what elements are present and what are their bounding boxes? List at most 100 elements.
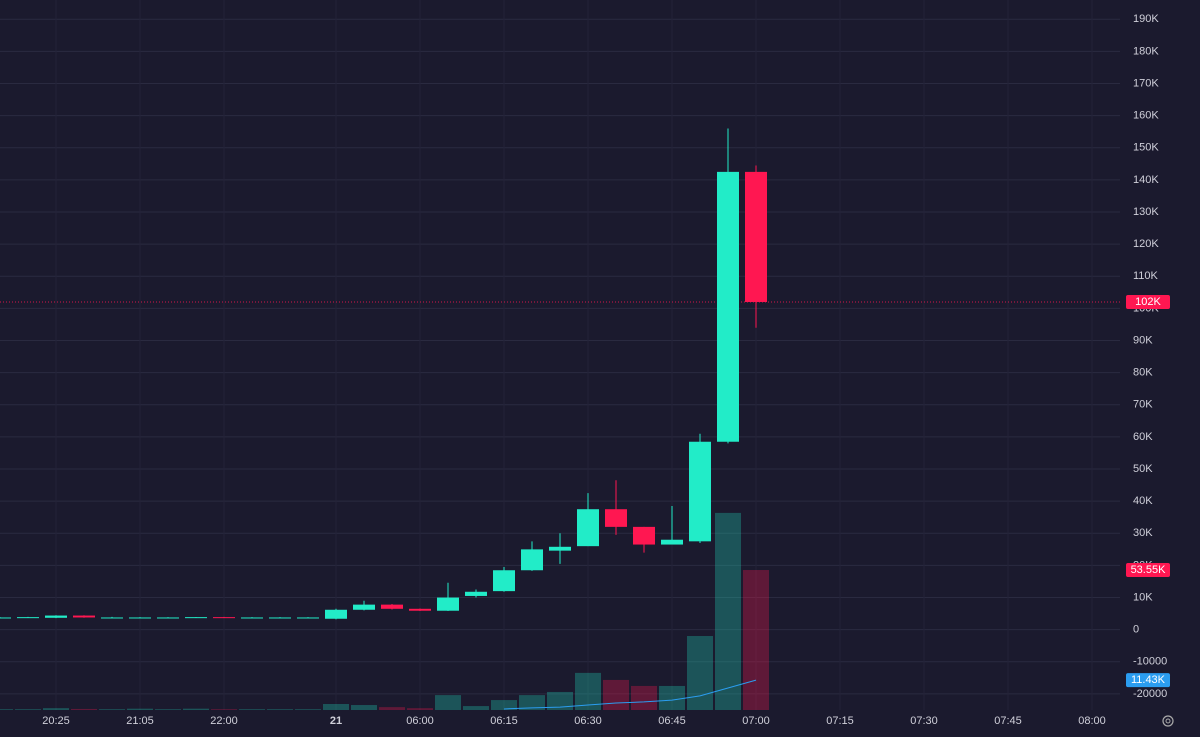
candle-body	[381, 604, 403, 609]
candle-body	[633, 526, 655, 545]
volume-bar	[99, 709, 125, 710]
candle-body	[605, 509, 627, 527]
y-tick-label: 90K	[1133, 334, 1153, 346]
candle-body	[17, 617, 39, 619]
volume-bar	[603, 679, 629, 710]
x-tick-label: 07:30	[910, 715, 938, 727]
volume-bar	[379, 707, 405, 710]
x-tick-label: 07:45	[994, 715, 1022, 727]
volume-bar	[435, 695, 461, 710]
y-tick-label: -20000	[1133, 688, 1167, 700]
x-tick-label: 06:15	[490, 715, 518, 727]
price-badge-label: 102K	[1135, 296, 1161, 308]
y-tick-label: 50K	[1133, 463, 1153, 475]
candle-body	[269, 617, 291, 619]
candle-body	[185, 617, 207, 619]
volume-bar	[743, 570, 769, 710]
volume-bar	[267, 709, 293, 710]
y-tick-label: 80K	[1133, 367, 1153, 379]
axes: 190K180K170K160K150K140K130K120K110K100K…	[42, 13, 1170, 727]
candle-body	[0, 617, 11, 619]
candle-body	[661, 539, 683, 545]
y-tick-label: 120K	[1133, 238, 1159, 250]
y-tick-label: 160K	[1133, 110, 1159, 122]
candle-body	[241, 617, 263, 619]
y-tick-label: 40K	[1133, 495, 1153, 507]
volume-bar	[463, 706, 489, 710]
volume-bar	[323, 703, 349, 710]
x-tick-label: 08:00	[1078, 715, 1106, 727]
volume-bar	[155, 709, 181, 710]
candle-body	[717, 171, 739, 442]
volume-bar	[715, 512, 741, 710]
y-tick-label: 0	[1133, 624, 1139, 636]
volume-bar	[491, 700, 517, 710]
volume-bar	[183, 708, 209, 710]
candle-body	[101, 617, 123, 619]
candle-body	[157, 617, 179, 619]
price-badge-label: 53.55K	[1131, 564, 1167, 576]
y-tick-label: 30K	[1133, 527, 1153, 539]
y-tick-label: 60K	[1133, 431, 1153, 443]
volume-bar	[631, 685, 657, 710]
candle-body	[213, 617, 235, 619]
price-badge	[1126, 563, 1170, 578]
candle-body	[549, 546, 571, 551]
y-tick-label: 10K	[1133, 591, 1153, 603]
candle-body	[465, 591, 487, 596]
candle-body	[325, 609, 347, 619]
volume-bar	[295, 709, 321, 710]
x-tick-label: 21	[330, 715, 342, 727]
volume-bar	[687, 636, 713, 710]
volume-ma-line	[503, 679, 757, 710]
candle-body	[353, 604, 375, 610]
volume-bar	[407, 708, 433, 710]
settings-icon[interactable]	[1162, 715, 1174, 727]
volume-bar	[211, 709, 237, 710]
candle-body	[689, 441, 711, 542]
price-badge	[1126, 294, 1170, 309]
volume-bar	[239, 709, 265, 710]
x-tick-label: 06:45	[658, 715, 686, 727]
candle-body	[45, 615, 67, 618]
x-tick-label: 07:00	[742, 715, 770, 727]
candle-body	[409, 608, 431, 611]
y-tick-label: 110K	[1133, 270, 1159, 282]
volume-bar	[0, 709, 13, 710]
y-tick-label: -10000	[1133, 656, 1167, 668]
candle-body	[73, 615, 95, 618]
volume-bar	[575, 672, 601, 710]
x-tick-label: 22:00	[210, 715, 238, 727]
y-tick-label: 190K	[1133, 13, 1159, 25]
volume-bar	[15, 709, 41, 710]
x-tick-label: 06:30	[574, 715, 602, 727]
plot	[0, 128, 1120, 710]
y-tick-label: 140K	[1133, 174, 1159, 186]
candle-body	[437, 597, 459, 611]
candle-body	[745, 171, 767, 302]
candle-body	[129, 617, 151, 619]
x-tick-label: 20:25	[42, 715, 70, 727]
candle-body	[297, 617, 319, 619]
candle-body	[493, 570, 515, 592]
y-tick-label: 130K	[1133, 206, 1159, 218]
volume-bar	[659, 685, 685, 710]
y-tick-label: 170K	[1133, 77, 1159, 89]
volume-bar	[43, 708, 69, 710]
price-badge	[1126, 673, 1170, 688]
volume-bar	[127, 708, 153, 710]
y-tick-label: 150K	[1133, 142, 1159, 154]
candle-body	[577, 509, 599, 547]
volume-bar	[71, 708, 97, 710]
y-tick-label: 180K	[1133, 45, 1159, 57]
volume-bar	[519, 695, 545, 710]
volume-bar	[351, 705, 377, 710]
x-tick-label: 21:05	[126, 715, 154, 727]
x-tick-label: 07:15	[826, 715, 854, 727]
settings-ring	[1162, 715, 1174, 727]
candle-body	[521, 549, 543, 571]
settings-dot	[1165, 718, 1171, 724]
y-tick-label: 70K	[1133, 399, 1153, 411]
